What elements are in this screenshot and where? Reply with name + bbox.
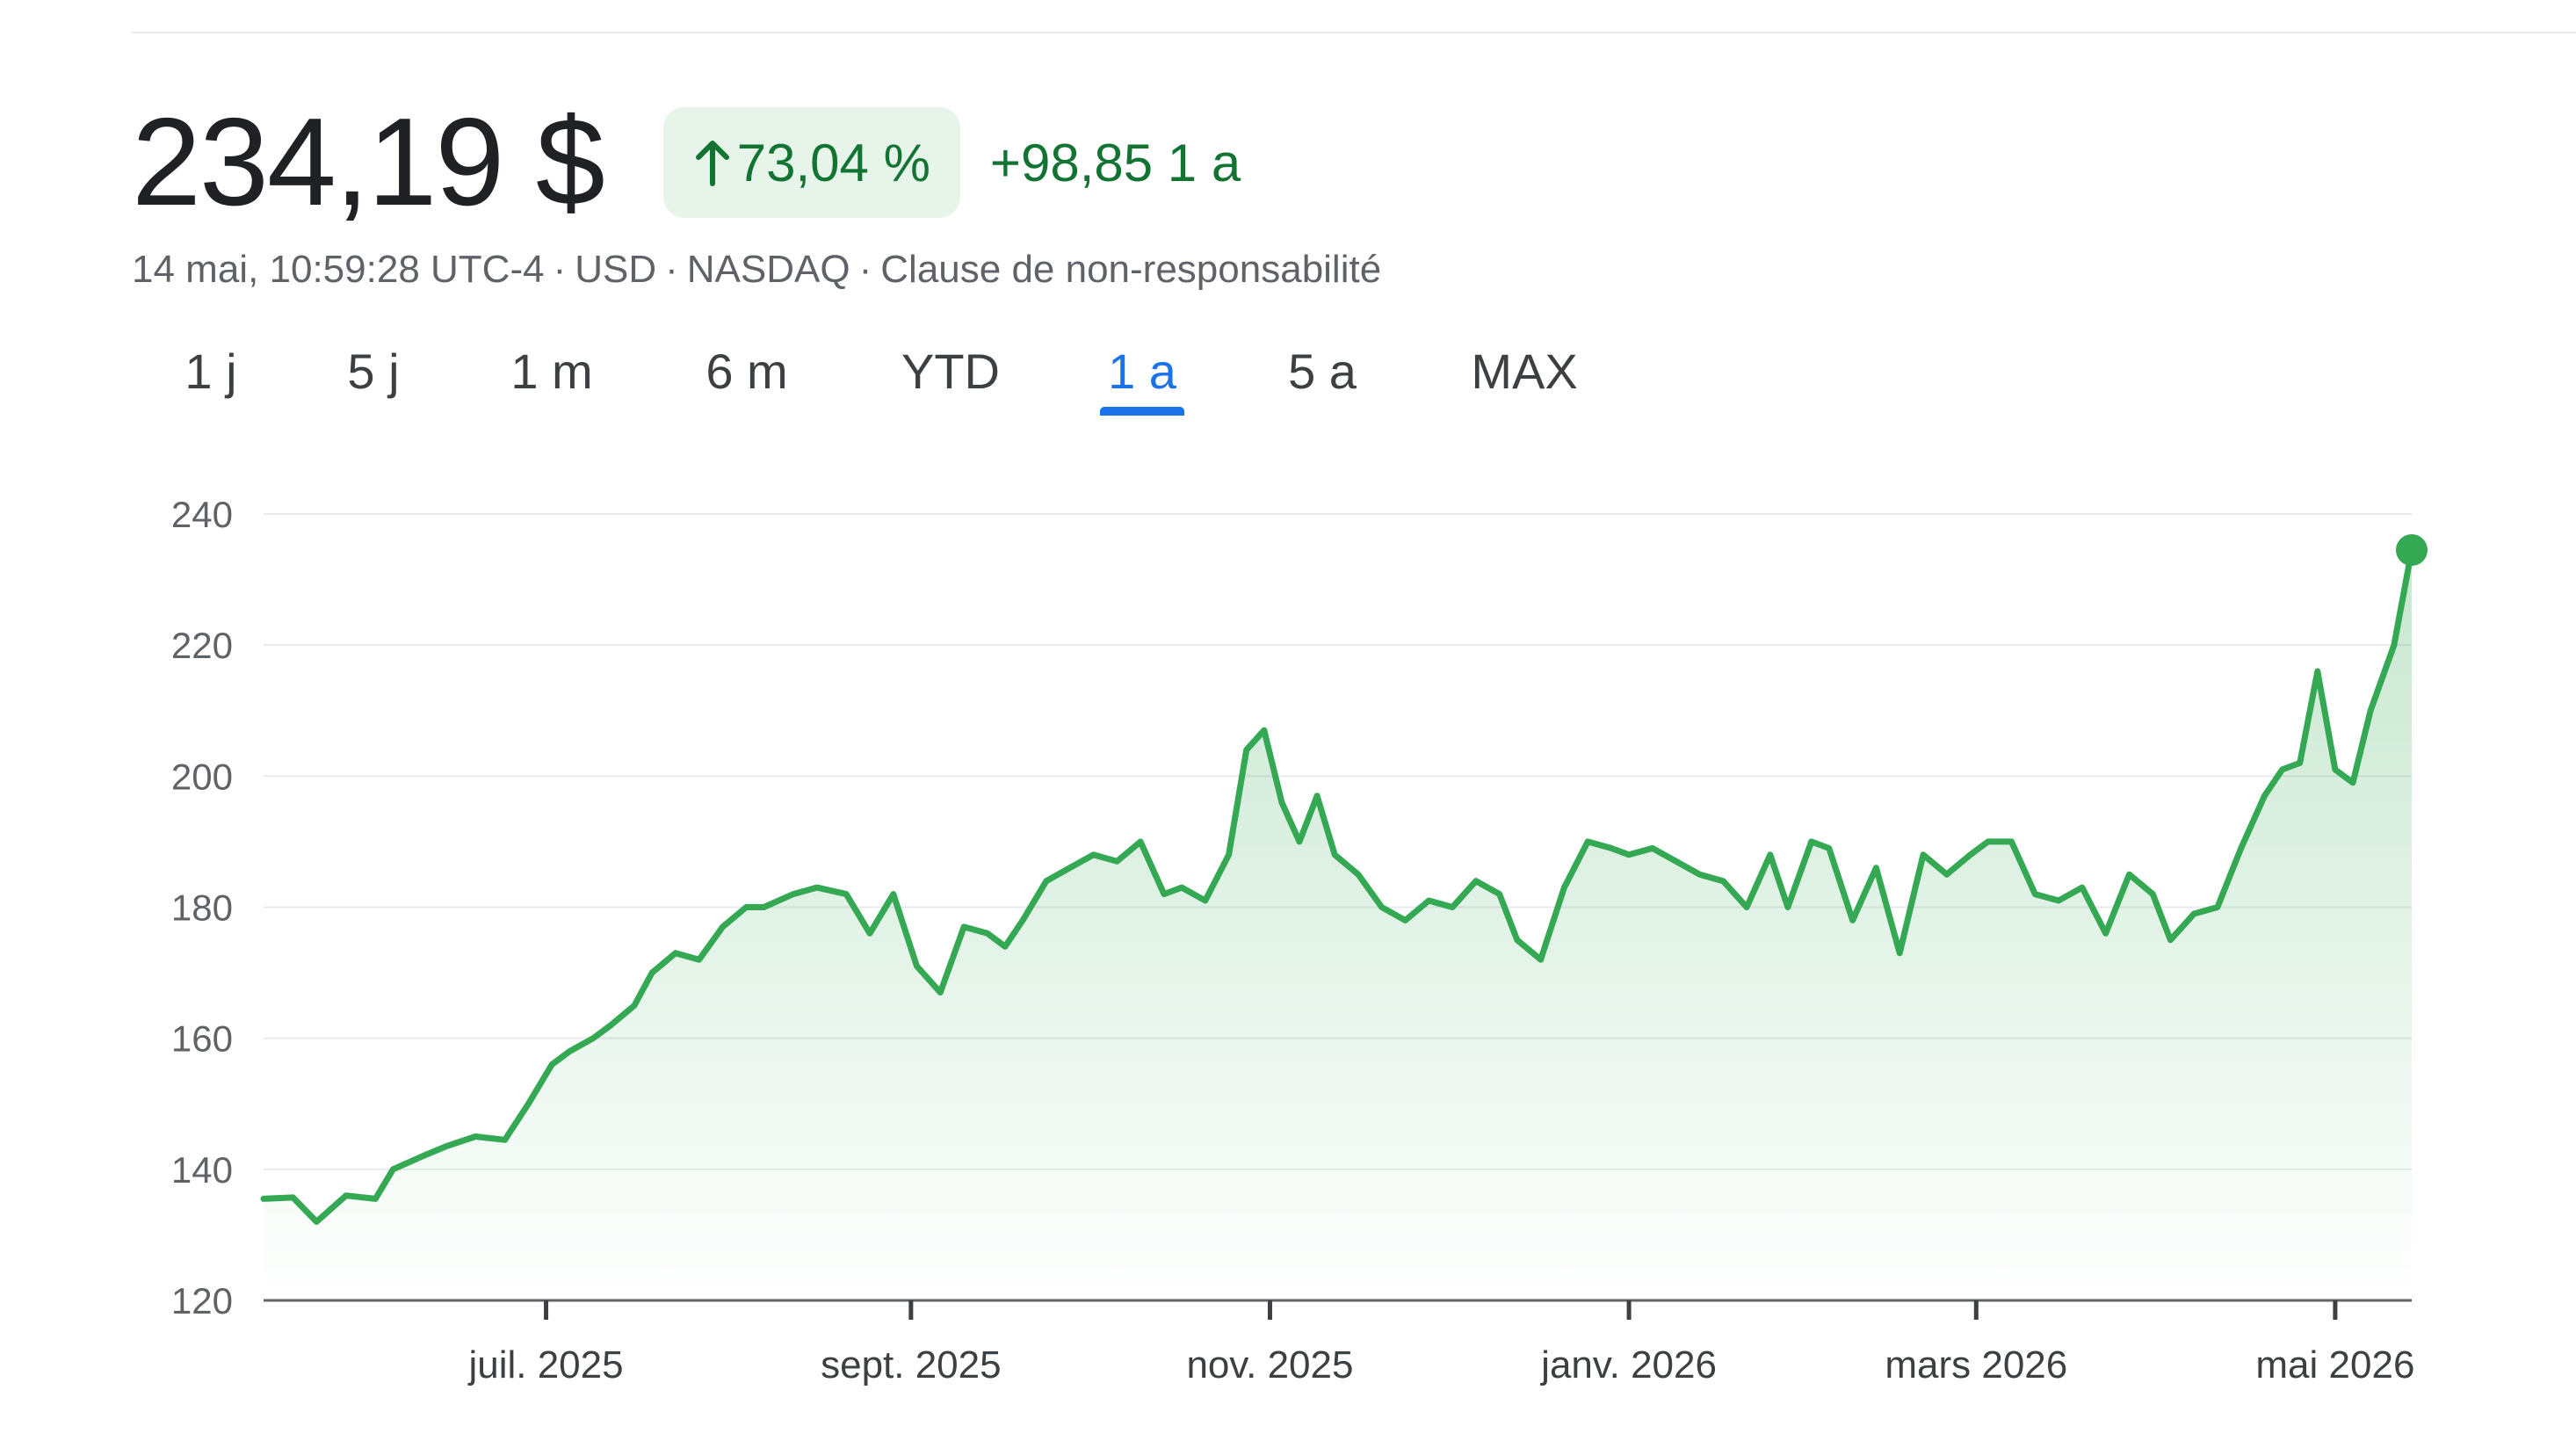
active-range-indicator [1100, 407, 1184, 416]
x-tick-label: juil. 2025 [467, 1343, 623, 1386]
range-tab-max[interactable]: MAX [1471, 344, 1578, 399]
y-tick-label: 220 [171, 625, 233, 666]
range-tab-1m[interactable]: 1 m [510, 344, 593, 399]
separator: · [858, 248, 872, 291]
x-tick-label: nov. 2025 [1186, 1343, 1353, 1386]
x-axis: juil. 2025 sept. 2025 nov. 2025 janv. 2026 m… [264, 1299, 2414, 1386]
y-tick-label: 240 [171, 494, 233, 535]
y-tick-label: 180 [171, 887, 233, 929]
price-line [260, 547, 2415, 1225]
range-tab-5d[interactable]: 5 j [347, 344, 400, 399]
x-tick-label: janv. 2026 [1539, 1343, 1717, 1386]
range-tab-ytd[interactable]: YTD [901, 344, 1000, 399]
x-tick-label: mai 2026 [2255, 1343, 2414, 1386]
currency: USD [575, 248, 657, 291]
arrow-up-icon [695, 141, 729, 186]
range-tab-6m[interactable]: 6 m [706, 344, 788, 399]
price-points [263, 550, 2413, 1222]
separator: · [665, 248, 678, 291]
range-tab-1y[interactable]: 1 a [1108, 344, 1176, 399]
exchange: NASDAQ [686, 248, 850, 291]
y-axis: 120 140 160 180 200 220 240 [171, 494, 233, 1321]
y-tick-label: 200 [171, 756, 233, 797]
top-divider [132, 32, 2576, 33]
x-tick-label: sept. 2025 [821, 1343, 1002, 1386]
disclaimer-link[interactable]: Clause de non-responsabilité [880, 248, 1382, 291]
separator: · [553, 248, 567, 291]
quote-meta: 14 mai, 10:59:28 UTC-4 · USD · NASDAQ · Clause… [132, 248, 1381, 292]
range-tab-1d[interactable]: 1 j [185, 344, 237, 399]
y-tick-label: 120 [171, 1280, 233, 1321]
timestamp: 14 mai, 10:59:28 UTC-4 [132, 248, 545, 291]
quote-header: 234,19 $ 73,04 % +98,85 1 a [132, 97, 1241, 228]
y-tick-label: 160 [171, 1018, 233, 1060]
change-percent-badge: 73,04 % [662, 107, 960, 218]
price-chart[interactable]: 120 140 160 180 200 220 240 juil. 2025 sept. 20… [0, 457, 2576, 1448]
y-tick-label: 140 [171, 1149, 233, 1191]
range-tab-5y[interactable]: 5 a [1288, 344, 1357, 399]
current-price: 234,19 $ [132, 92, 605, 232]
change-absolute: +98,85 1 a [989, 133, 1241, 192]
change-percent: 73,04 % [736, 133, 930, 192]
x-tick-label: mars 2026 [1885, 1343, 2067, 1386]
price-area [264, 550, 2412, 1300]
current-price-marker [2396, 534, 2428, 567]
